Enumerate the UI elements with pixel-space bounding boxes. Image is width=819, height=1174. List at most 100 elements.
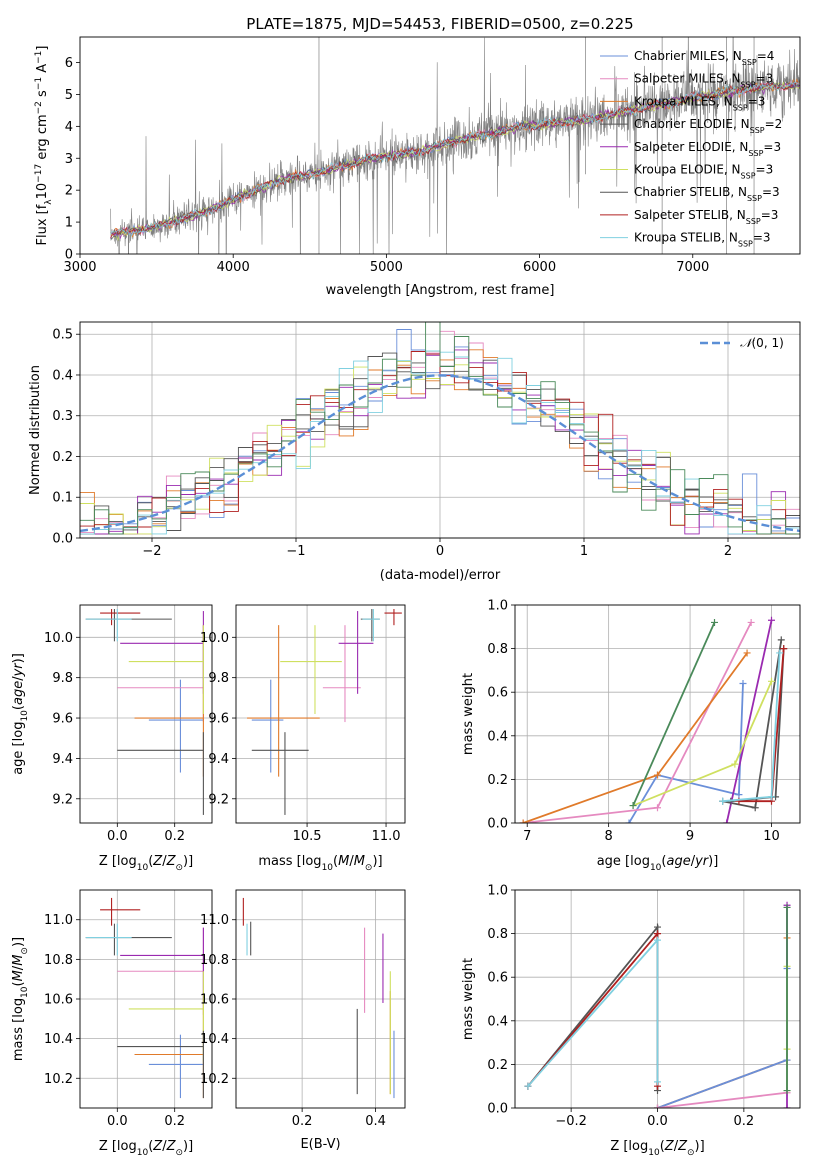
mass-weight-series [725,620,773,823]
chart-massweight_vs_Z: −0.2 0.0 0.2 0.0 0.2 0.4 0.6 0.8 1.0 Z [log10(Z/Z… [461,884,801,1158]
legend-label: Chabrier ELODIE, NSSP=2 [634,117,782,135]
legend-item: Kroupa STELIB, NSSP=3 [600,231,771,249]
legend-item: Kroupa ELODIE, NSSP=3 [600,163,773,181]
x-axis-label: mass [log10(M/M⊙)] [258,854,382,873]
chart-massweight_vs_age: 7 8 9 10 0.0 0.2 0.4 0.6 0.8 1.0 age [log10(age/yr… [461,599,801,873]
y-tick-label: 0.0 [487,817,508,832]
model-spectrum-line [110,81,800,239]
mass-weight-marker [768,677,775,685]
mass-weight-marker [723,819,731,823]
y-tick-label: 0.4 [487,1014,508,1029]
y-tick-label: 11.0 [44,913,73,928]
mass_vs_Z-plot-area [85,897,204,1099]
y-tick-label: 0.6 [487,686,508,701]
axes-frame [514,889,801,1109]
y-tick-label: 6 [65,56,73,71]
y-tick-label: 10.8 [200,953,229,968]
errorbar-point [148,1034,204,1099]
mass-weight-marker [783,1087,791,1095]
y-tick-label: 11.0 [200,913,229,928]
legend-label: Salpeter MILES, NSSP=3 [634,72,773,90]
legend-item: Chabrier ELODIE, NSSP=2 [600,117,782,135]
x-tick-label: 4000 [217,260,250,275]
errorbar-point [128,625,204,714]
massweight_vs_age-plot-area [519,616,788,823]
x-tick-label: 7000 [676,260,709,275]
errorbar-point [362,609,380,642]
axes-frame [235,889,406,1109]
y-axis-label: mass weight [461,958,476,1040]
mass-weight-marker [625,819,633,823]
mass-weight-marker [711,618,718,626]
errorbar-point [85,609,132,642]
y-tick-label: 0.2 [52,450,73,465]
age_vs_mass-plot-area [247,609,402,815]
axes-frame [79,321,801,539]
axes-frame [79,604,213,824]
mass-weight-marker [719,797,727,805]
legend-item: Salpeter ELODIE, NSSP=3 [600,140,781,158]
y-tick-label: 0.0 [487,1102,508,1117]
x-tick-label: 9 [686,829,694,844]
chart-mass_vs_ebv: 0.2 0.4 10.2 10.4 10.6 10.8 11.0 [200,889,406,1129]
x-tick-label: 10.5 [293,829,322,844]
y-tick-label: 1.0 [487,599,508,614]
legend-label: Salpeter ELODIE, NSSP=3 [634,140,781,158]
y-tick-label: 0.8 [487,642,508,657]
mass-weight-marker [735,791,743,799]
y-tick-label: 3 [65,152,73,167]
mass-weight-marker [654,771,661,779]
y-tick-label: 9.2 [208,792,229,807]
legend: Chabrier MILES, NSSP=4 Salpeter MILES, NS… [600,49,782,248]
mass-weight-marker [783,1104,791,1108]
legend-item: Salpeter MILES, NSSP=3 [600,72,773,90]
y-tick-label: 0.8 [487,927,508,942]
x-axis-label: wavelength [Angstrom, rest frame] [326,283,555,298]
errorbar-point [251,732,309,815]
axes-frame [514,604,801,824]
x-axis-label: Z [log10(Z/Z⊙)] [99,854,193,873]
y-tick-label: 0.4 [52,368,73,383]
y-tick-label: 10.2 [44,1072,73,1087]
mass_vs_ebv-plot-area [242,897,395,1099]
y-tick-label: 5 [65,88,73,103]
x-tick-label: 6000 [523,260,556,275]
y-tick-label: 9.8 [208,671,229,686]
mass-weight-marker [747,618,755,626]
errorbar-point [148,679,204,773]
chart-residuals: −2 −1 0 1 2 0.0 0.1 0.2 0.3 0.4 0.5 (data-model)/er… [28,321,801,583]
errorbar-point [338,611,374,694]
legend-label: Kroupa STELIB, NSSP=3 [634,231,771,249]
legend-label: Chabrier MILES, NSSP=4 [634,49,774,67]
mass-weight-marker [777,636,785,644]
axes-frame [79,36,801,255]
y-tick-label: 0.4 [487,729,508,744]
x-tick-label: −2 [142,544,161,559]
x-tick-label: 0.2 [292,1114,313,1129]
y-tick-label: 0.5 [52,328,73,343]
legend-item: Chabrier MILES, NSSP=4 [600,49,774,67]
y-tick-label: 0.1 [52,491,73,506]
x-axis-label: E(B-V) [300,1137,340,1152]
mass-weight-marker [654,804,661,812]
y-axis-label: mass weight [461,673,476,755]
chart-age_vs_Z: 0.0 0.2 9.2 9.4 9.6 9.8 10.0 Z [log10(Z/Z⊙)] age… [11,604,213,873]
legend-label: Kroupa ELODIE, NSSP=3 [634,163,773,181]
figure-title: PLATE=1875, MJD=54453, FIBERID=0500, z=0… [246,15,633,33]
errorbar-point [100,609,141,626]
mass-weight-marker [654,1104,661,1108]
x-tick-label: 0.0 [647,1114,668,1129]
y-tick-label: 10.6 [44,993,73,1008]
x-tick-label: −1 [286,544,305,559]
y-tick-label: 1 [65,216,73,231]
x-tick-label: 7 [523,829,531,844]
x-tick-label: 0.0 [107,1114,128,1129]
chart-mass_vs_Z: 0.0 0.2 10.2 10.4 10.6 10.8 11.0 Z [log10(Z/Z⊙)… [11,889,213,1158]
y-tick-label: 9.6 [208,712,229,727]
x-axis-label: Z [log10(Z/Z⊙)] [99,1139,193,1158]
y-tick-label: 10.4 [200,1032,229,1047]
x-tick-label: 2 [724,544,732,559]
mass-weight-marker [739,679,747,687]
y-axis-label: age [log10(age/yr)] [11,653,30,775]
mass-weight-marker [776,649,784,657]
